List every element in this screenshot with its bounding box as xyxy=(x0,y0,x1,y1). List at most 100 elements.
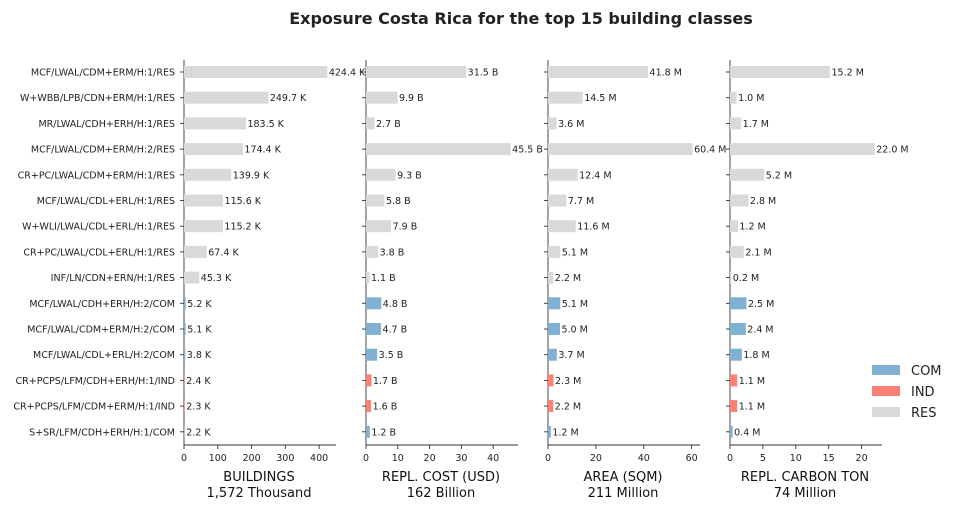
x-tick-label: 40 xyxy=(638,453,650,464)
x-axis-subtitle: 211 Million xyxy=(588,486,659,501)
bar xyxy=(184,425,185,438)
data-label: 1.2 M xyxy=(739,222,765,233)
bar xyxy=(366,117,375,130)
x-tick-label: 0 xyxy=(727,453,733,464)
category-label: S+SR/LFM/CDH+ERH/H:1/COM xyxy=(29,427,175,438)
category-label: W+WLI/LWAL/CDL+ERL/H:1/RES xyxy=(22,222,175,233)
x-tick-label: 20 xyxy=(424,453,436,464)
x-axis-label: REPL. CARBON TON xyxy=(741,470,869,485)
bar xyxy=(548,168,578,181)
bar xyxy=(184,117,246,130)
panel-2: 0 10 20 30 40 REPL. COST (USD)162 Billion 31.5… xyxy=(362,60,543,501)
bar xyxy=(366,245,379,258)
data-label: 5.1 M xyxy=(562,247,588,258)
data-label: 3.8 K xyxy=(187,350,212,361)
bar xyxy=(730,143,875,156)
category-label: MCF/LWAL/CDH+ERH/H:2/COM xyxy=(29,299,175,310)
data-label: 115.6 K xyxy=(225,196,262,207)
bar xyxy=(366,66,467,78)
data-label: 1.2 M xyxy=(552,427,578,438)
data-label: 2.4 K xyxy=(186,376,211,387)
data-label: 424.4 K xyxy=(329,68,366,79)
data-label: 1.7 M xyxy=(743,119,769,130)
legend-label: IND xyxy=(911,385,935,400)
data-label: 60.4 M xyxy=(694,145,726,156)
bar xyxy=(548,425,551,438)
data-label: 31.5 B xyxy=(468,68,499,79)
bar xyxy=(366,143,511,156)
bar xyxy=(548,220,576,233)
legend-label: COM xyxy=(911,364,942,379)
panel-3: 0 20 40 60 AREA (SQM)211 Million 41.8 M 14.5 M… xyxy=(544,60,726,501)
chart-title: Exposure Costa Rica for the top 15 build… xyxy=(289,9,753,28)
x-tick-label: 60 xyxy=(686,453,698,464)
legend-swatch xyxy=(872,407,900,417)
x-axis-label: BUILDINGS xyxy=(223,470,294,485)
data-label: 7.7 M xyxy=(568,196,594,207)
data-label: 1.0 M xyxy=(738,93,764,104)
data-label: 4.8 B xyxy=(383,299,408,310)
data-label: 1.1 M xyxy=(739,402,765,413)
x-tick-label: 400 xyxy=(310,453,328,464)
data-label: 67.4 K xyxy=(208,247,239,258)
bar xyxy=(730,66,831,78)
x-tick-label: 40 xyxy=(487,453,499,464)
category-label: MCF/LWAL/CDL+ERL/H:2/COM xyxy=(33,350,175,361)
x-axis-subtitle: 1,572 Thousand xyxy=(207,486,312,501)
data-label: 41.8 M xyxy=(650,68,682,79)
x-tick-label: 10 xyxy=(392,453,404,464)
x-tick-label: 20 xyxy=(856,453,868,464)
bar xyxy=(730,297,747,310)
bar xyxy=(548,348,557,361)
bar xyxy=(184,66,328,78)
category-label: CR+PCPS/LFM/CDH+ERH/H:1/IND xyxy=(16,376,175,387)
bar xyxy=(730,348,742,361)
data-label: 2.8 M xyxy=(750,196,776,207)
bar xyxy=(548,271,554,284)
bar xyxy=(366,425,370,438)
bar xyxy=(366,374,372,387)
bar xyxy=(730,271,732,284)
bar xyxy=(730,374,738,387)
bar xyxy=(548,297,561,310)
x-tick-label: 300 xyxy=(276,453,294,464)
bar xyxy=(184,194,224,207)
data-label: 45.3 K xyxy=(201,273,232,284)
bar xyxy=(548,374,554,387)
bar xyxy=(548,91,583,104)
data-label: 174.4 K xyxy=(244,145,281,156)
x-axis-label: REPL. COST (USD) xyxy=(382,470,500,485)
data-label: 2.2 M xyxy=(555,402,581,413)
legend: COM IND RES xyxy=(872,364,942,421)
data-label: 5.1 M xyxy=(562,299,588,310)
bar xyxy=(730,323,746,335)
category-label: MCF/LWAL/CDM+ERM/H:2/COM xyxy=(27,325,175,336)
bar xyxy=(730,117,742,130)
data-label: 7.9 B xyxy=(393,222,418,233)
category-label: CR+PCPS/LFM/CDM+ERM/H:1/IND xyxy=(13,402,175,413)
bar xyxy=(548,323,560,335)
bar xyxy=(366,194,385,207)
bar xyxy=(366,323,381,335)
data-label: 0.2 M xyxy=(733,273,759,284)
bar xyxy=(730,245,744,258)
bar xyxy=(184,220,223,233)
bar xyxy=(548,400,554,413)
x-tick-label: 0 xyxy=(545,453,551,464)
bar xyxy=(184,91,269,104)
bar xyxy=(184,245,207,258)
bar xyxy=(184,168,232,181)
bar xyxy=(730,400,738,413)
data-label: 45.5 B xyxy=(512,145,543,156)
data-label: 22.0 M xyxy=(876,145,908,156)
data-label: 0.4 M xyxy=(734,427,760,438)
data-label: 1.6 B xyxy=(373,402,398,413)
data-label: 12.4 M xyxy=(579,170,611,181)
data-label: 183.5 K xyxy=(247,119,284,130)
x-tick-label: 100 xyxy=(209,453,227,464)
data-label: 1.8 M xyxy=(743,350,769,361)
data-label: 115.2 K xyxy=(224,222,261,233)
